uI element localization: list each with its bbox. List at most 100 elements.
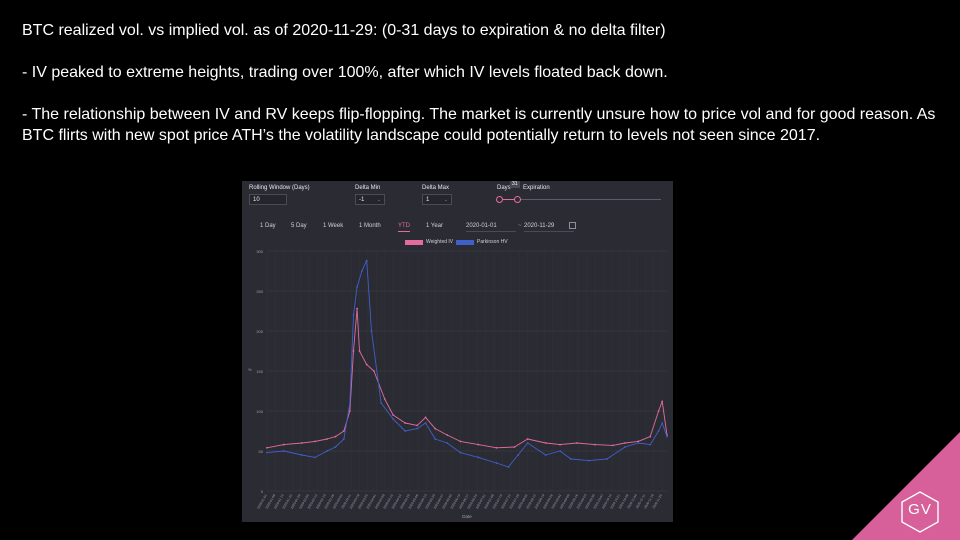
volatility-chart: 0501001502002503002020-01-012020-01-0820… [248, 249, 668, 519]
point-parkinson-hv [544, 454, 547, 456]
point-parkinson-hv [507, 466, 510, 468]
point-weighted-iv [434, 427, 437, 430]
x-tick-label: 2020-11-25 [652, 493, 664, 509]
x-tick-label: 2020-06-10 [450, 493, 462, 509]
point-parkinson-hv [666, 435, 668, 438]
point-parkinson-hv [526, 442, 529, 444]
point-parkinson-hv [392, 418, 395, 420]
point-weighted-iv [348, 410, 351, 412]
point-weighted-iv [266, 446, 268, 449]
point-weighted-iv [383, 398, 386, 400]
x-tick-label: 2020-03-18 [349, 493, 361, 509]
x-tick-label: 2020-06-24 [466, 493, 478, 509]
y-tick-label: 250 [256, 289, 263, 294]
point-parkinson-hv [649, 443, 652, 446]
x-tick-label: 2020-09-30 [584, 493, 596, 509]
x-tick-label: 2020-07-22 [500, 493, 512, 509]
calendar-icon[interactable] [569, 222, 576, 229]
point-weighted-iv [594, 443, 596, 446]
point-weighted-iv [314, 440, 316, 443]
days-label: Days [497, 185, 511, 191]
x-tick-label: 2020-02-26 [324, 493, 336, 509]
date-to-input[interactable]: 2020-11-29 [524, 221, 574, 232]
x-tick-label: 2020-04-22 [391, 493, 403, 509]
range-button-1-day[interactable]: 1 Day [260, 223, 276, 229]
x-tick-label: 2020-08-26 [542, 493, 554, 509]
range-button-5-day[interactable]: 5 Day [291, 223, 307, 229]
point-parkinson-hv [624, 446, 626, 448]
point-parkinson-hv [300, 454, 303, 456]
days-slider-min-handle[interactable] [496, 196, 503, 203]
point-parkinson-hv [559, 450, 561, 452]
point-parkinson-hv [356, 286, 358, 288]
point-parkinson-hv [424, 422, 427, 424]
legend-label-weighted-iv: Weighted IV [426, 239, 454, 245]
days-slider-track[interactable] [499, 199, 661, 200]
x-tick-label: 2020-08-12 [525, 493, 537, 509]
point-weighted-iv [657, 410, 660, 412]
logo-hexagon-icon [901, 491, 939, 533]
point-parkinson-hv [282, 450, 285, 452]
range-button-ytd[interactable]: YTD [398, 221, 410, 232]
point-parkinson-hv [326, 450, 328, 452]
x-tick-label: 2020-03-04 [332, 493, 344, 509]
point-weighted-iv [624, 442, 626, 444]
range-button-1-year[interactable]: 1 Year [426, 223, 444, 229]
legend-swatch-weighted-iv [405, 240, 423, 245]
point-weighted-iv [365, 363, 368, 366]
days-slider-max-handle[interactable] [513, 196, 521, 203]
point-parkinson-hv [348, 402, 351, 404]
point-parkinson-hv [495, 462, 498, 464]
point-parkinson-hv [661, 422, 664, 424]
range-button-1-month[interactable]: 1 Month [359, 223, 381, 229]
delta-min-label: Delta Min [355, 185, 381, 191]
point-parkinson-hv [477, 456, 480, 459]
slide-title: BTC realized vol. vs implied vol. as of … [22, 22, 666, 39]
point-parkinson-hv [380, 402, 383, 404]
days-slider-tooltip: 31 [510, 181, 520, 188]
chevron-down-icon: ⌄ [443, 197, 448, 203]
legend-label-parkinson-hv: Parkinson HV [477, 239, 508, 245]
rolling-window-input[interactable]: 10 [249, 194, 287, 205]
point-weighted-iv [576, 442, 578, 444]
date-from-input[interactable]: 2020-01-01 [466, 221, 516, 232]
point-weighted-iv [513, 446, 516, 448]
volatility-dashboard: Rolling Window (Days) 10 Delta Min -1 ⌄ D… [242, 181, 673, 522]
x-tick-label: 2020-05-27 [433, 493, 445, 509]
x-tick-label: 2020-01-01 [256, 493, 268, 509]
x-tick-label: 2020-09-09 [559, 493, 571, 509]
range-selector: 1 Day 5 Day 1 Week 1 Month YTD 1 Year 20… [242, 221, 673, 235]
point-parkinson-hv [657, 430, 660, 432]
expiration-label: Expiration [523, 185, 550, 191]
point-parkinson-hv [342, 438, 345, 440]
bullet-iv-rv-relationship: - The relationship between IV and RV kee… [22, 106, 936, 144]
x-tick-label: 2020-10-07 [593, 493, 605, 509]
point-weighted-iv [424, 416, 427, 419]
x-tick-label: 2020-05-20 [424, 493, 436, 509]
logo-triangle [852, 432, 960, 540]
point-weighted-iv [637, 440, 640, 443]
point-parkinson-hv [334, 446, 337, 448]
point-parkinson-hv [459, 451, 462, 454]
delta-min-select[interactable]: -1 ⌄ [355, 194, 385, 205]
x-tick-label: 2020-05-06 [408, 493, 420, 509]
y-tick-label: 150 [256, 369, 263, 374]
y-tick-label: 50 [259, 449, 264, 454]
x-tick-label: 2020-01-08 [265, 493, 277, 509]
point-weighted-iv [459, 440, 462, 443]
point-weighted-iv [495, 446, 498, 449]
y-tick-label: 200 [256, 329, 263, 334]
x-tick-label: 2020-08-19 [534, 493, 546, 509]
x-tick-label: 2020-03-11 [340, 493, 352, 509]
delta-max-select[interactable]: 1 ⌄ [422, 194, 452, 205]
point-parkinson-hv [517, 454, 519, 456]
point-parkinson-hv [370, 330, 373, 332]
x-tick-label: 2020-04-15 [382, 493, 394, 509]
delta-max-label: Delta Max [422, 185, 450, 191]
chevron-down-icon: ⌄ [376, 197, 381, 203]
chart-legend: Weighted IV Parkinson HV [242, 239, 673, 247]
point-weighted-iv [404, 422, 407, 424]
x-axis-label: Date [462, 514, 472, 519]
x-tick-label: 2020-02-12 [307, 493, 319, 509]
range-button-1-week[interactable]: 1 Week [323, 223, 344, 229]
